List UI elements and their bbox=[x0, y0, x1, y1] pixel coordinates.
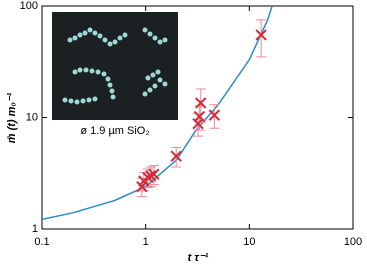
x-axis-label: t τ⁻¹ bbox=[188, 252, 209, 264]
y-tick-label: 10 bbox=[26, 111, 38, 123]
data-point bbox=[170, 150, 182, 162]
data-point bbox=[145, 170, 157, 182]
y-tick-label: 1 bbox=[32, 223, 38, 235]
error-bar bbox=[256, 19, 267, 58]
y-tick-label: 100 bbox=[20, 0, 38, 12]
data-point bbox=[195, 97, 207, 109]
data-point bbox=[208, 109, 221, 121]
x-tick-label: 0.1 bbox=[34, 236, 49, 248]
inset-label: ø 1.9 µm SiO₂ bbox=[80, 125, 149, 137]
data-point bbox=[255, 29, 267, 41]
data-point bbox=[193, 110, 206, 123]
x-tick-label: 100 bbox=[344, 236, 362, 248]
y-axis-label: m̄ (t) m₀⁻¹ bbox=[6, 92, 18, 143]
x-tick-label: 10 bbox=[243, 236, 255, 248]
x-tick-label: 1 bbox=[143, 236, 149, 248]
data-point bbox=[148, 168, 160, 180]
fit-curve bbox=[42, 6, 273, 221]
inset-image bbox=[52, 12, 178, 120]
